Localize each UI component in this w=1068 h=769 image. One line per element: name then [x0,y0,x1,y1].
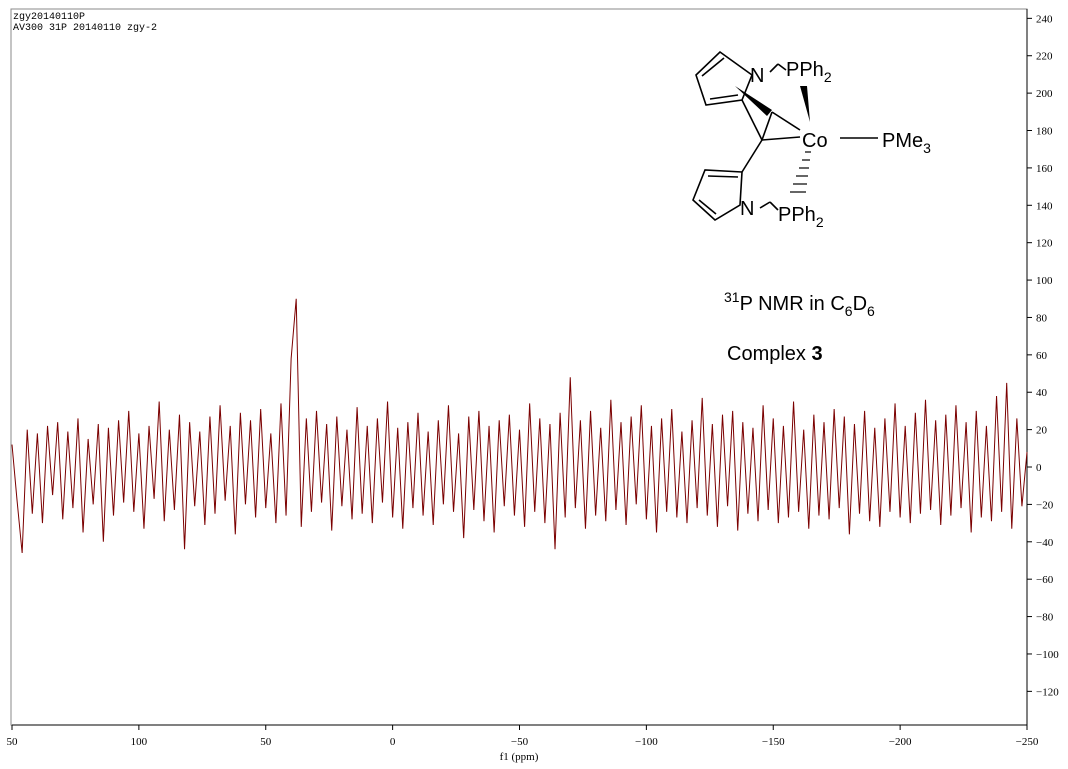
y-tick-label: 180 [1036,126,1053,138]
y-tick-label: 120 [1036,238,1053,250]
y-tick-label: 240 [1036,13,1053,25]
y-tick-label: 60 [1036,350,1048,362]
atom-label: PPh2 [778,204,824,230]
spectrum-line [11,298,1028,554]
y-tick-label: −100 [1036,649,1059,661]
y-tick-label: 40 [1036,387,1048,399]
y-tick-label: 80 [1036,312,1048,324]
atom-label: PMe3 [882,130,931,156]
annotation: D [853,293,867,315]
y-tick-label: −20 [1036,499,1054,511]
x-tick-label: −100 [635,736,658,748]
y-tick-label: 160 [1036,163,1053,175]
annotation: 31P NMR in C6D6 [724,289,875,319]
x-axis-label: f1 (ppm) [500,751,539,763]
x-tick-label: 100 [131,736,148,748]
annotation: Complex 3 [727,343,823,365]
atom-label: Co [802,130,828,152]
subscript: 2 [816,214,824,230]
subscript: 6 [845,303,853,319]
y-tick-label: −120 [1036,686,1059,698]
atom-label: N [750,65,764,87]
annotation: P NMR in C [740,293,845,315]
y-tick-label: 0 [1036,462,1042,474]
y-tick-label: −60 [1036,574,1054,586]
atom-label: PPh2 [786,59,832,85]
y-tick-label: 100 [1036,275,1053,287]
atom-label: PPh [778,204,816,226]
x-tick-label: 50 [260,736,272,748]
superscript: 31 [724,289,740,305]
subscript: 2 [824,69,832,85]
x-tick-label: −50 [511,736,529,748]
annotation: Complex [727,343,811,365]
x-tick-label: 0 [390,736,396,748]
x-tick-label: −250 [1016,736,1039,748]
y-tick-label: −80 [1036,612,1054,624]
y-tick-label: −40 [1036,537,1054,549]
y-tick-label: 20 [1036,425,1048,437]
x-tick-label: 50 [7,736,19,748]
y-tick-label: 140 [1036,200,1053,212]
plot-frame [10,8,1028,726]
subscript: 3 [923,140,931,156]
header-line: zgy20140110P [13,12,85,23]
atom-label: PPh [786,59,824,81]
x-tick-label: −200 [889,736,912,748]
annotation: 3 [811,343,822,365]
structure [692,50,878,221]
subscript: 6 [867,303,875,319]
y-tick-label: 200 [1036,88,1053,100]
x-tick-label: −150 [762,736,785,748]
atom-label: N [740,198,754,220]
header-line: AV300 31P 20140110 zgy-2 [13,23,157,34]
atom-label: PMe [882,130,923,152]
y-tick-label: 220 [1036,51,1053,63]
